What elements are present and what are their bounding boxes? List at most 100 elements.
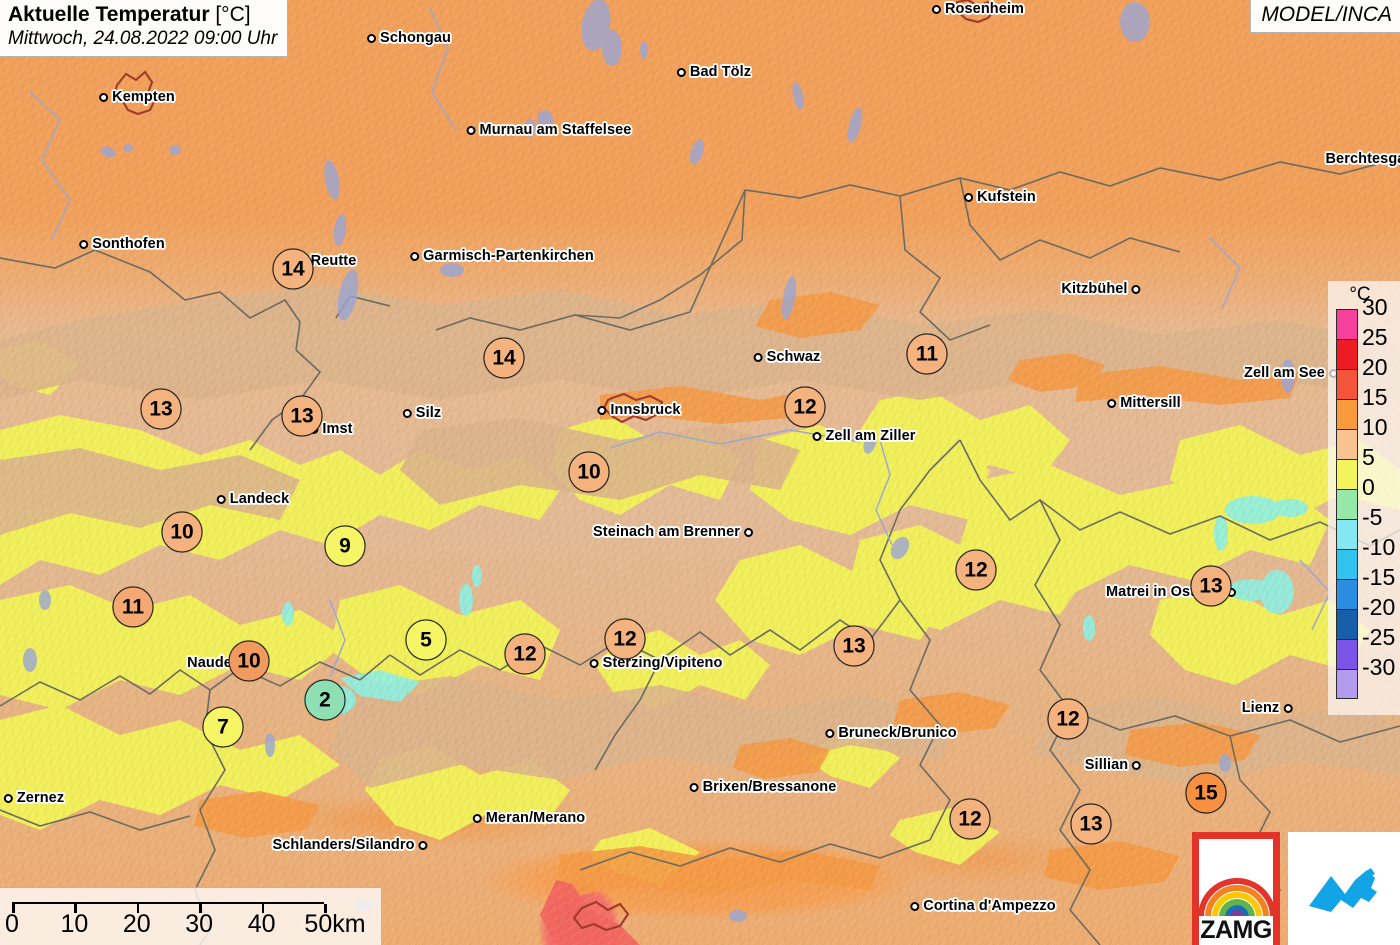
city-name-label: Meran/Merano	[485, 810, 586, 826]
city-dot-icon	[1132, 760, 1142, 770]
city-dot-icon	[589, 658, 599, 668]
temperature-station-marker[interactable]: 7	[202, 706, 244, 748]
city-marker[interactable]: Sonthofen	[79, 236, 165, 252]
city-marker[interactable]: Zell am Ziller	[812, 428, 915, 444]
city-marker[interactable]: Kitzbühel	[1061, 281, 1141, 297]
city-dot-icon	[910, 901, 920, 911]
temperature-station-marker[interactable]: 12	[504, 633, 546, 675]
scale-tick-label: 10	[60, 910, 89, 938]
colorbar-band: 20	[1336, 356, 1388, 399]
city-marker[interactable]: Schwaz	[753, 349, 821, 365]
city-dot-icon	[1107, 398, 1117, 408]
rainbow-icon	[1199, 878, 1273, 918]
city-marker[interactable]: Cortina d'Ampezzo	[910, 898, 1056, 914]
temperature-station-marker[interactable]: 10	[568, 451, 610, 493]
city-marker[interactable]: Silz	[402, 405, 441, 421]
scale-tick	[136, 904, 140, 913]
temperature-station-marker[interactable]: 10	[161, 511, 203, 553]
temperature-station-marker[interactable]: 11	[906, 333, 948, 375]
temperature-station-marker[interactable]: 13	[833, 625, 875, 667]
temperature-station-marker[interactable]: 13	[1070, 803, 1112, 845]
city-marker[interactable]: Steinach am Brenner	[593, 524, 753, 540]
temperature-station-marker[interactable]: 12	[784, 386, 826, 428]
scale-tick	[261, 904, 265, 913]
scale-tick-label: 30	[185, 910, 214, 938]
zamg-logo-text: ZAMG	[1199, 916, 1273, 945]
city-marker[interactable]: Murnau am Staffelsee	[466, 122, 632, 138]
temperature-station-marker[interactable]: 12	[1047, 698, 1089, 740]
city-dot-icon	[743, 527, 753, 537]
temperature-station-marker[interactable]: 12	[949, 798, 991, 840]
zamg-logo: ZAMG	[1192, 832, 1280, 945]
temperature-station-marker[interactable]: 12	[604, 618, 646, 660]
colorbar-band: -25	[1336, 626, 1395, 669]
city-marker[interactable]: Bad Tölz	[676, 64, 751, 80]
geosphere-logo	[1288, 832, 1400, 945]
temperature-station-marker[interactable]: 14	[272, 248, 314, 290]
city-marker[interactable]: Sterzing/Vipiteno	[589, 655, 723, 671]
city-dot-icon	[418, 840, 428, 850]
colorbar-unit-label: °C	[1349, 284, 1371, 305]
temperature-station-marker[interactable]: 13	[140, 388, 182, 430]
temperature-station-marker[interactable]: 5	[405, 619, 447, 661]
city-name-label: Kitzbühel	[1061, 281, 1128, 297]
city-name-label: Sonthofen	[92, 236, 165, 252]
colorbar-band-label: 5	[1362, 444, 1375, 470]
temperature-station-marker[interactable]: 12	[955, 549, 997, 591]
colorbar-band-label: 30	[1362, 294, 1388, 320]
city-marker[interactable]: Schongau	[367, 30, 451, 46]
city-name-label: Sillian	[1084, 757, 1129, 773]
city-marker[interactable]: Sillian	[1084, 757, 1142, 773]
city-marker[interactable]: Brixen/Bressanone	[689, 779, 837, 795]
city-marker[interactable]: Landeck	[216, 491, 290, 507]
title-main-text: Aktuelle Temperatur	[8, 3, 210, 26]
city-name-label: Mittersill	[1120, 395, 1181, 411]
temperature-station-marker[interactable]: 2	[304, 679, 346, 721]
city-dot-icon	[676, 67, 686, 77]
colorbar-band-label: -30	[1362, 654, 1396, 680]
city-marker[interactable]: Garmisch-Partenkirchen	[410, 248, 594, 264]
city-dot-icon	[466, 125, 476, 135]
temperature-station-marker[interactable]: 13	[281, 395, 323, 437]
colorbar-band: 10	[1336, 416, 1388, 459]
city-name-label: Lienz	[1241, 700, 1280, 716]
temperature-station-marker[interactable]: 11	[112, 586, 154, 628]
city-name-label: Imst	[322, 421, 353, 437]
colorbar-band: 5	[1336, 446, 1375, 489]
city-marker[interactable]: Meran/Merano	[472, 810, 586, 826]
page-title: Aktuelle Temperatur [°C]	[8, 3, 277, 27]
city-dot-icon	[99, 92, 109, 102]
city-marker[interactable]: Lienz	[1242, 700, 1293, 716]
city-marker[interactable]: Kempten	[99, 89, 175, 105]
city-dot-icon	[1131, 284, 1141, 294]
city-dot-icon	[79, 239, 89, 249]
city-name-label: Zell am See	[1244, 365, 1325, 381]
city-marker[interactable]: Mittersill	[1107, 395, 1181, 411]
city-marker[interactable]: Schlanders/Silandro	[272, 837, 428, 853]
city-name-label: Berchtesgaden	[1325, 151, 1400, 167]
city-marker[interactable]: Zell am See	[1244, 365, 1338, 381]
city-marker[interactable]: Rosenheim	[931, 1, 1024, 17]
colorbar-band-label: 20	[1362, 354, 1388, 380]
scale-tick-label: 20	[122, 910, 151, 938]
city-name-label: Murnau am Staffelsee	[479, 122, 632, 138]
city-marker[interactable]: Bruneck/Brunico	[825, 725, 957, 741]
city-marker[interactable]: Berchtesgaden	[1325, 151, 1400, 167]
city-name-label: Cortina d'Ampezzo	[923, 898, 1056, 914]
colorbar-band-label: -5	[1362, 504, 1383, 530]
temperature-station-marker[interactable]: 13	[1190, 565, 1232, 607]
city-dot-icon	[964, 192, 974, 202]
temperature-station-marker[interactable]: 9	[324, 525, 366, 567]
city-dot-icon	[812, 431, 822, 441]
colorbar-band: 0	[1336, 476, 1375, 519]
temperature-station-marker[interactable]: 10	[228, 640, 270, 682]
temperature-station-marker[interactable]: 15	[1185, 772, 1227, 814]
city-marker[interactable]: Zernez	[3, 790, 64, 806]
temperature-station-marker[interactable]: 14	[483, 337, 525, 379]
city-marker[interactable]: Kufstein	[964, 189, 1036, 205]
city-marker[interactable]: Innsbruck	[597, 402, 681, 418]
colorbar-band: -5	[1336, 506, 1382, 549]
city-name-label: Kempten	[112, 89, 175, 105]
scale-tick-label: 40	[247, 910, 276, 938]
scale-bar: 0 10 20 30 40 50km	[0, 887, 382, 945]
